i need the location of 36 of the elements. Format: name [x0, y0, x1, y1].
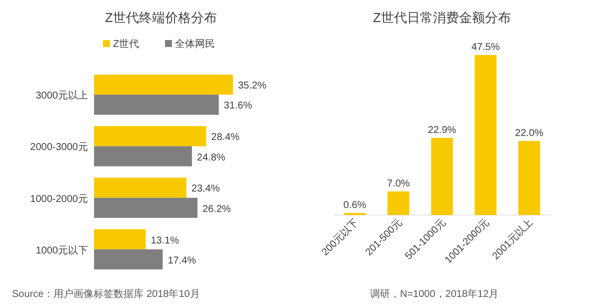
data-label: 0.6%: [343, 200, 366, 211]
x-tick-label: 200元以下: [319, 216, 361, 258]
bar: [388, 191, 410, 215]
text: 调研，N=1000，2018年12月: [370, 288, 499, 300]
y-tick-label: 1000-2000元: [30, 194, 88, 205]
bar: [474, 55, 496, 215]
legend-label: Z世代: [113, 38, 140, 50]
legend-label: 全体网民: [175, 38, 215, 50]
bar: [94, 178, 186, 198]
data-label: 23.4%: [191, 184, 220, 195]
data-label: 22.0%: [515, 128, 544, 139]
bar: [94, 198, 198, 218]
bar: [518, 140, 540, 215]
bar: [431, 138, 453, 215]
data-label: 17.4%: [168, 255, 196, 266]
bar: [94, 249, 163, 270]
data-label: 7.0%: [387, 178, 410, 190]
chart-title: Z世代终端价格分布: [105, 10, 217, 25]
y-tick-label: 2000-3000元: [30, 142, 88, 154]
bar: [94, 229, 146, 250]
chart-title: Z世代日常消费金额分布: [373, 10, 511, 25]
source-note: Source：用户画像标签数据库 2018年10月: [12, 288, 200, 300]
data-label: 24.8%: [196, 152, 226, 164]
bar: [94, 94, 219, 115]
data-label: 31.6%: [224, 100, 252, 112]
y-tick-label: 3000元以上: [36, 90, 88, 102]
bar: [94, 74, 233, 95]
data-label: 22.9%: [428, 124, 456, 136]
data-label: 28.4%: [211, 132, 240, 144]
bar: [94, 146, 192, 166]
data-label: 13.1%: [150, 235, 180, 246]
y-tick-label: 1000元以下: [36, 244, 88, 256]
data-label: 26.2%: [202, 204, 231, 215]
bar: [94, 126, 206, 146]
data-label: 35.2%: [238, 80, 266, 92]
data-label: 47.5%: [471, 42, 500, 53]
